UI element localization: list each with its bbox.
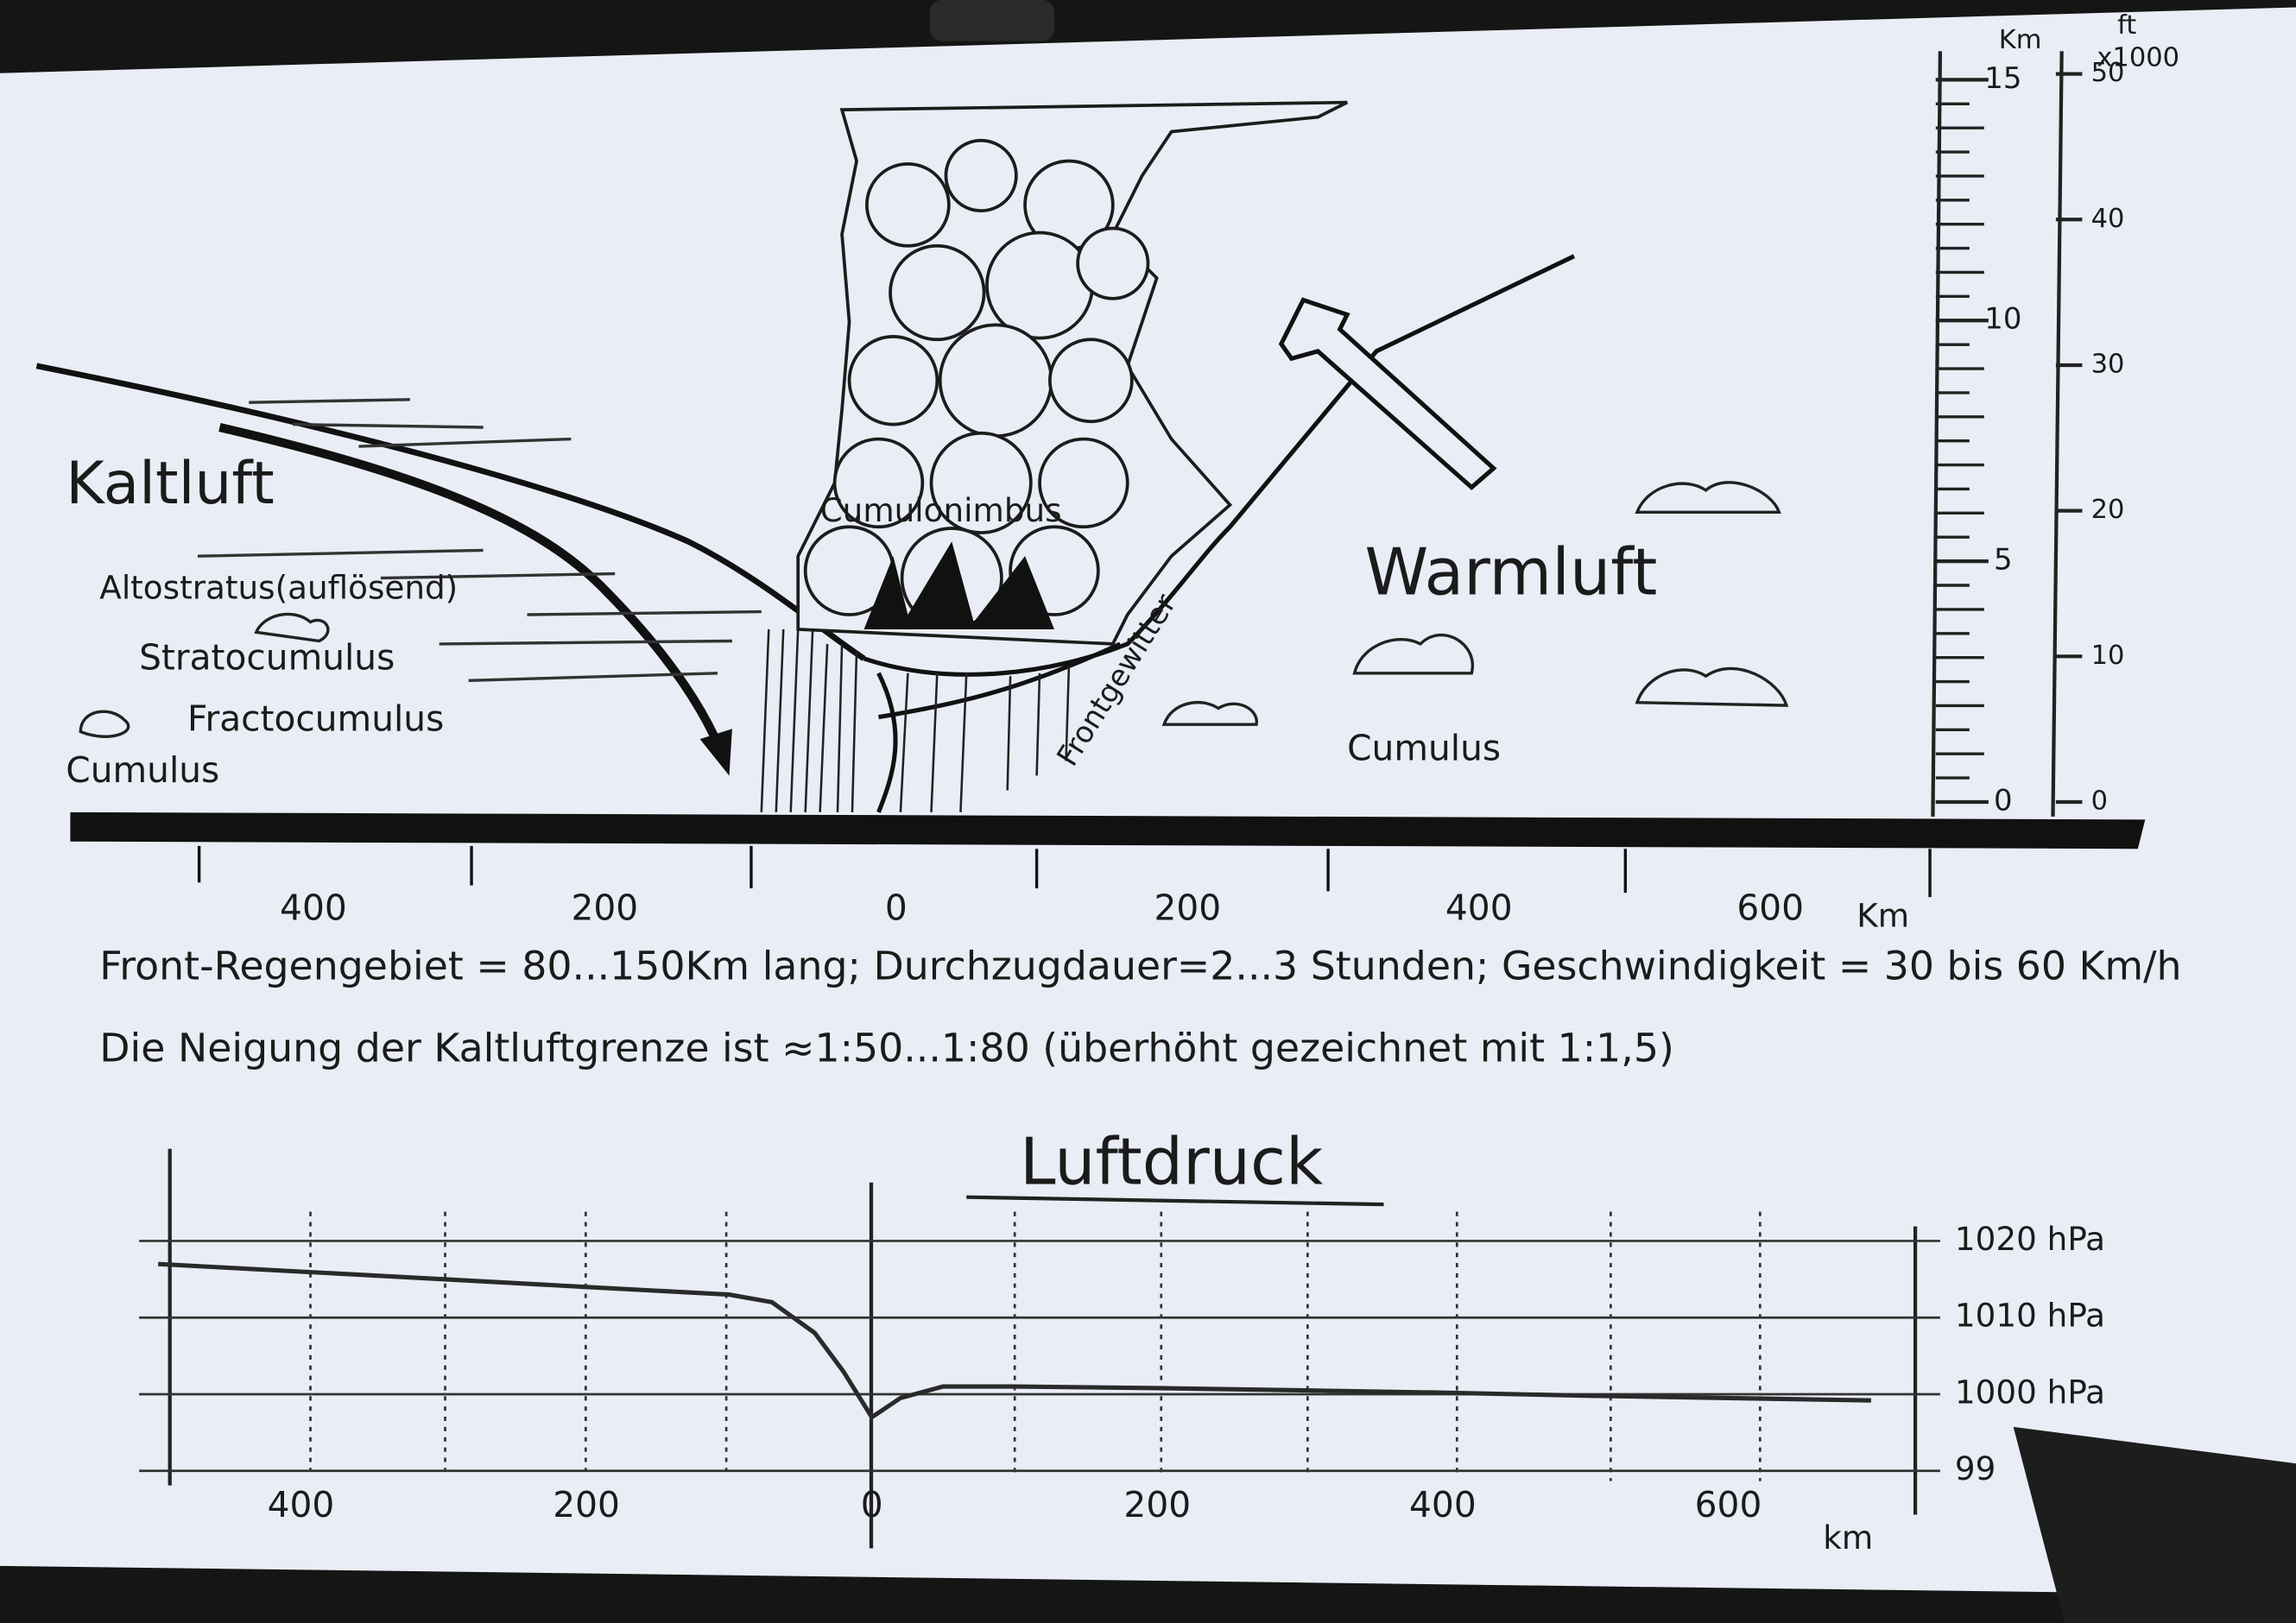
km-tick-label: 10 — [1984, 302, 2021, 336]
x-unit: km — [1823, 1519, 1873, 1557]
title-underline — [966, 1195, 1384, 1207]
cloud-shadow — [863, 541, 1054, 629]
distance-tick-label: 600 — [1736, 887, 1804, 928]
km-tick-label: 0 — [1994, 783, 2013, 817]
x-tick-label: 200 — [553, 1484, 620, 1525]
air-mass-label: Kaltluft — [66, 449, 274, 517]
x-tick-label: 0 — [861, 1484, 883, 1525]
cloud-layers — [197, 398, 762, 682]
cloud-label: Cumulus — [1347, 728, 1501, 769]
cloud-label: Altostratus(auflösend) — [99, 569, 458, 607]
ft-tick-label: 30 — [2091, 349, 2125, 379]
chart-title: Luftdruck — [1020, 1125, 1323, 1200]
note: Die Neigung der Kaltluftgrenze ist ≈1:50… — [99, 1026, 1674, 1071]
air-mass-label: Warmluft — [1364, 534, 1657, 609]
distance-tick-label: 400 — [280, 887, 347, 928]
cumulus-clouds — [79, 481, 1789, 738]
ft-multiplier: x1000 — [2097, 42, 2179, 73]
camera — [929, 0, 1054, 41]
arrow-head — [699, 729, 732, 776]
y-tick-label: 1010 hPa — [1955, 1297, 2105, 1335]
x-tick-label: 400 — [268, 1484, 335, 1525]
ft-tick-label: 0 — [2091, 786, 2108, 816]
distance-tick-label: 0 — [885, 887, 908, 928]
ft-tick-label: 40 — [2091, 204, 2125, 234]
front-line — [35, 363, 866, 661]
cold-air-arrow — [218, 423, 730, 763]
occluder — [2013, 1426, 2296, 1623]
cloud-label: Fractocumulus — [187, 698, 444, 740]
ft-axis — [2051, 51, 2064, 817]
x-tick-label: 400 — [1409, 1484, 1477, 1525]
vertical-grid — [309, 1211, 1762, 1481]
ft-tick-label: 10 — [2091, 641, 2125, 671]
distance-tick-label: 200 — [572, 887, 639, 928]
boundary — [876, 672, 898, 813]
warm-air-arrow — [1278, 297, 1497, 490]
km-unit: Km — [1999, 25, 2042, 55]
screen — [0, 7, 2296, 1595]
ft-tick-label: 20 — [2091, 495, 2125, 525]
pressure-line — [158, 1261, 1871, 1421]
cloud-label: Stratocumulus — [139, 637, 395, 679]
distance-ticks — [197, 845, 1932, 898]
cloud-label: Cumulonimbus — [820, 491, 1062, 529]
distance-unit: Km — [1856, 896, 1909, 934]
ground — [70, 812, 2146, 849]
y-tick-label: 99 — [1955, 1449, 1996, 1487]
rain — [760, 628, 1071, 812]
cumulonimbus — [796, 100, 1348, 646]
ft-unit: ft — [2117, 10, 2136, 41]
km-tick-label: 5 — [1994, 543, 2013, 577]
cloud-label: Cumulus — [66, 749, 219, 791]
y-tick-label: 1000 hPa — [1955, 1373, 2105, 1411]
km-tick-label: 15 — [1984, 61, 2021, 95]
note: Front-Regengebiet = 80...150Km lang; Dur… — [99, 944, 2181, 989]
km-axis — [1931, 51, 1943, 817]
chart-layer: 1020 hPa 1010 hPa 1000 hPa 99 400 200 0 200 400 6… — [139, 1220, 2105, 1525]
distance-tick-label: 200 — [1154, 887, 1221, 928]
x-tick-label: 600 — [1695, 1484, 1762, 1525]
height-scale: Km ft x1000 0 5 10 15 0 10 20 30 40 50 — [1931, 10, 2179, 817]
distance-tick-label: 400 — [1445, 887, 1513, 928]
x-tick-label: 200 — [1123, 1484, 1191, 1525]
warm-front-line — [863, 254, 1576, 677]
boundary — [878, 641, 1122, 720]
y-tick-label: 1020 hPa — [1955, 1220, 2105, 1258]
ft-tick-label: 50 — [2091, 58, 2125, 88]
